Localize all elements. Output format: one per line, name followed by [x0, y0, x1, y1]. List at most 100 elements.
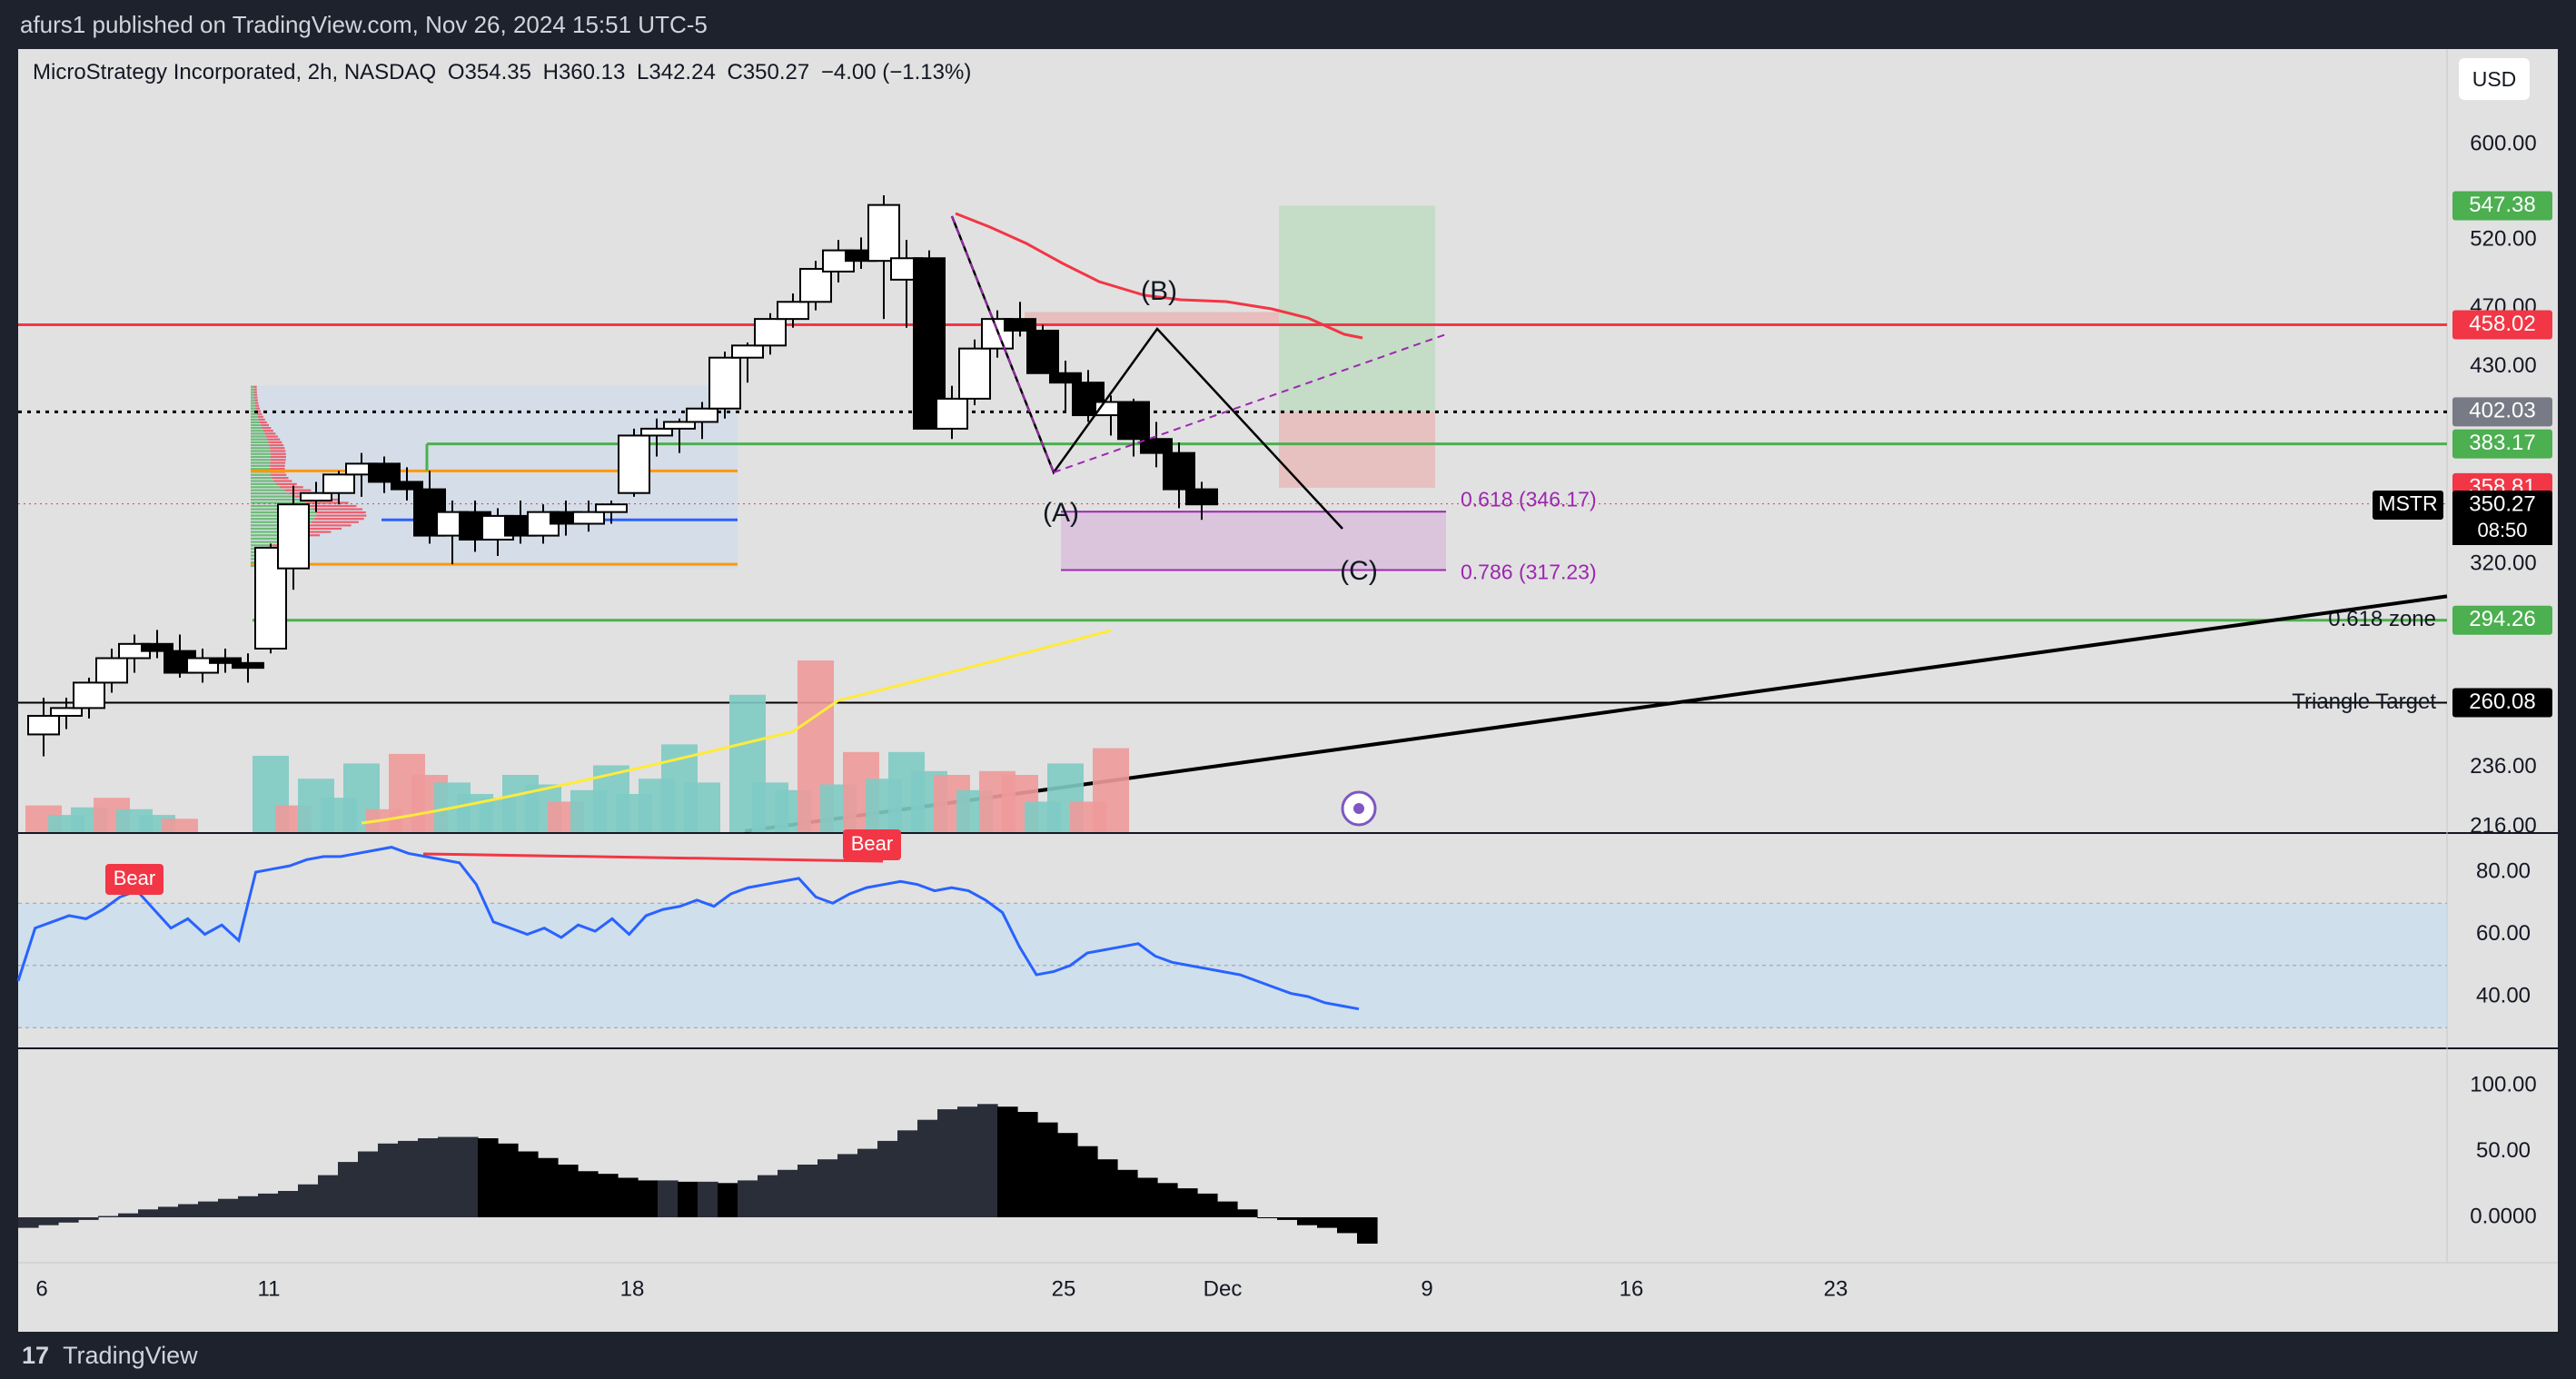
volume-profile-down-bar	[313, 508, 363, 511]
oscillator-bar	[937, 1109, 958, 1217]
volume-profile-down-bar	[307, 524, 352, 527]
oscillator-bars	[18, 1104, 1378, 1244]
volume-profile-up-bar	[251, 480, 274, 482]
volume-bars	[25, 660, 1129, 832]
volume-profile-up-bar	[251, 407, 256, 410]
candle-up	[958, 347, 991, 400]
volume-profile-down-bar	[264, 432, 276, 435]
candle-up	[322, 473, 355, 494]
volume-profile-down-bar	[254, 402, 259, 404]
volume-profile-up-bar	[251, 396, 255, 399]
candle-up	[867, 203, 900, 263]
price-label-tag	[2452, 191, 2552, 221]
price-axis-tick: 236.00	[2470, 754, 2536, 779]
candle-up	[686, 407, 718, 423]
candles	[27, 194, 1218, 757]
wave-channel-line	[1053, 333, 1447, 473]
price-moving-average	[955, 212, 1363, 340]
volume-profile-up-bar	[251, 432, 265, 435]
volume-moving-average	[361, 629, 1112, 825]
oscillator-bar	[398, 1140, 419, 1217]
volume-profile-down-bar	[259, 421, 267, 424]
candle-up	[95, 657, 128, 684]
volume-profile-up-bar	[251, 461, 271, 464]
oscillator-bar	[1097, 1159, 1118, 1217]
candle-up	[663, 421, 696, 430]
countdown-label: 08:50	[2477, 519, 2527, 541]
volume-profile-down-bar	[315, 514, 367, 517]
volume-profile-up-bar	[251, 450, 271, 452]
oscillator-bar	[1057, 1133, 1078, 1217]
bear-label-tag	[843, 829, 901, 860]
oscillator-bar	[118, 1213, 139, 1217]
oscillator-bar	[218, 1198, 239, 1217]
volume-profile-up-bar	[251, 427, 263, 430]
price-label-value: 294.26	[2469, 607, 2535, 631]
volume-profile-up-bar	[251, 492, 290, 495]
oscillator-bar	[698, 1181, 718, 1217]
symbol-legend: MicroStrategy Incorporated, 2h, NASDAQ O…	[33, 60, 976, 85]
volume-bar	[684, 782, 720, 832]
time-axis-tick: 9	[1421, 1276, 1432, 1301]
currency-button[interactable]: USD	[2459, 58, 2530, 100]
volume-profile-up-bar	[251, 489, 285, 491]
oscillator-bar	[98, 1215, 119, 1217]
oscillator-bar	[178, 1204, 199, 1217]
candle-down	[1117, 401, 1150, 441]
candle-down	[368, 462, 401, 483]
oscillator-bar	[778, 1169, 798, 1217]
oscillator-bar	[718, 1183, 738, 1217]
chart-area[interactable]	[18, 49, 2558, 1332]
volume-profile-down-bar	[256, 412, 263, 415]
volume-profile-down-bar	[270, 468, 285, 471]
volume-bar	[1093, 748, 1129, 832]
volume-profile-up-bar	[251, 531, 296, 533]
wave-label-a: (A)	[1043, 498, 1079, 528]
oscillator-bar	[578, 1171, 599, 1217]
candle-up	[50, 707, 83, 717]
candle-down	[141, 642, 173, 652]
candle-up	[618, 434, 650, 494]
candle-up	[300, 491, 332, 502]
legend-high: H360.13	[542, 60, 626, 84]
candle-up	[27, 714, 60, 736]
oscillator-bar	[817, 1159, 838, 1217]
candle-up	[640, 427, 673, 437]
time-axis-tick: 25	[1052, 1276, 1076, 1301]
price-axis-tick: 216.00	[2470, 813, 2536, 838]
oscillator-bar	[18, 1217, 39, 1228]
candle-up	[277, 503, 310, 570]
volume-profile-up-bar	[251, 544, 272, 547]
oscillator-bar	[798, 1165, 818, 1217]
volume-profile-up-bar	[251, 501, 306, 504]
oscillator-bar	[258, 1193, 279, 1217]
oscillator-bar	[458, 1136, 479, 1217]
price-axis-tick: 520.00	[2470, 227, 2536, 252]
candle-down	[391, 481, 423, 491]
volume-profile-up-bar	[251, 443, 270, 447]
volume-profile-up-bar	[251, 473, 272, 476]
volume-profile-up-bar	[251, 459, 271, 461]
volume-profile-down-bar	[315, 511, 366, 514]
volume-profile-down-bar	[253, 391, 257, 393]
oscillator-bar	[1177, 1188, 1198, 1217]
price-label-value: 350.27	[2469, 491, 2535, 516]
fib-zone	[1061, 511, 1446, 570]
replay-marker-dot	[1353, 803, 1364, 814]
volume-profile-down-bar	[258, 418, 265, 421]
volume-profile-down-bar	[254, 393, 258, 396]
volume-profile-down-bar	[270, 452, 286, 455]
candle-up	[572, 511, 605, 525]
symbol-tag	[2373, 491, 2443, 520]
volume-profile-up-bar	[251, 498, 301, 501]
symbol-label: MSTR	[2378, 491, 2437, 515]
bear-label: Bear	[114, 867, 155, 889]
volume-profile-down-bar	[255, 407, 260, 410]
time-axis-tick: 18	[620, 1276, 645, 1301]
oscillator-bar	[977, 1104, 998, 1217]
candle-up	[595, 503, 628, 513]
long-position-profit-zone	[1279, 205, 1435, 412]
oscillator-bar	[518, 1151, 539, 1217]
volume-profile-down-bar	[256, 410, 262, 412]
